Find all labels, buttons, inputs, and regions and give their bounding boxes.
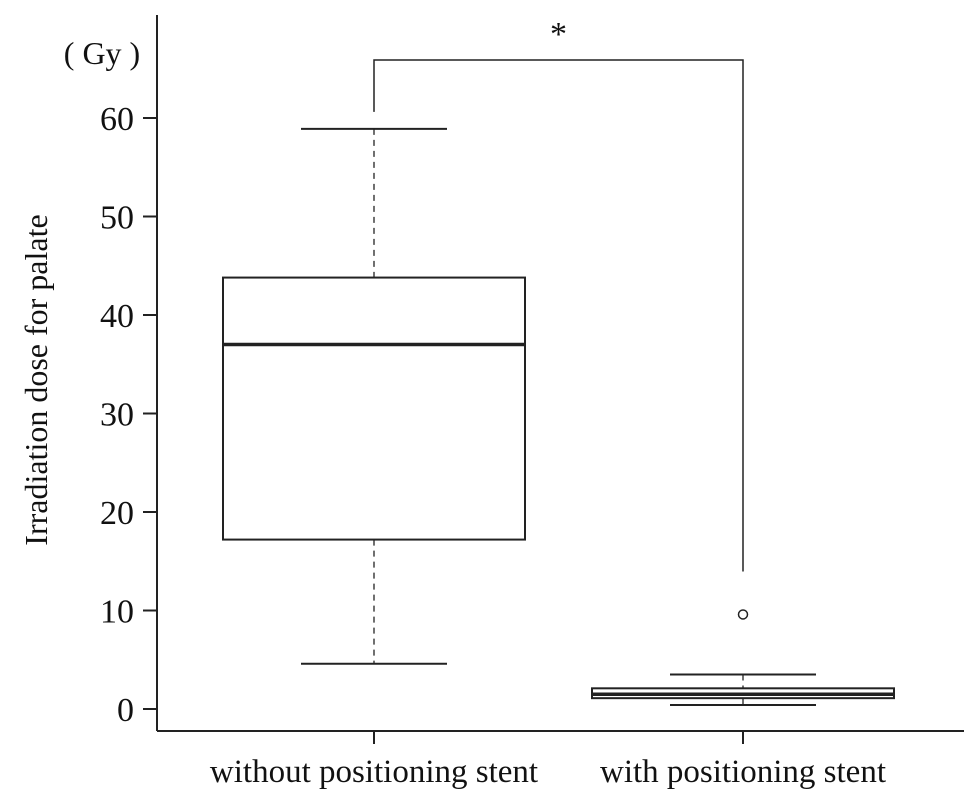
y-tick-label: 20 xyxy=(100,495,134,532)
y-ticks: 0 10 20 30 40 50 60 xyxy=(100,101,157,729)
y-axis-label: Irradiation dose for palate xyxy=(18,214,54,545)
box-group xyxy=(591,609,895,707)
y-tick-label: 0 xyxy=(117,692,134,729)
y-tick-label: 30 xyxy=(100,397,134,434)
box-group xyxy=(222,127,526,665)
x-categories: without positioning stent with positionin… xyxy=(210,731,886,790)
bracket-line xyxy=(373,59,744,572)
boxes xyxy=(222,127,895,707)
y-tick-label: 10 xyxy=(100,594,134,631)
significance-bracket: * xyxy=(373,16,744,572)
x-category-label: without positioning stent xyxy=(210,754,538,790)
x-category-label: with positioning stent xyxy=(600,754,886,790)
iqr-box xyxy=(222,276,526,541)
y-tick-label: 50 xyxy=(100,200,134,237)
significance-star: * xyxy=(550,16,567,53)
y-tick-label: 40 xyxy=(100,298,134,335)
y-tick-label: 60 xyxy=(100,101,134,138)
y-unit-label: ( Gy ) xyxy=(64,35,140,71)
outlier-point xyxy=(737,609,749,620)
